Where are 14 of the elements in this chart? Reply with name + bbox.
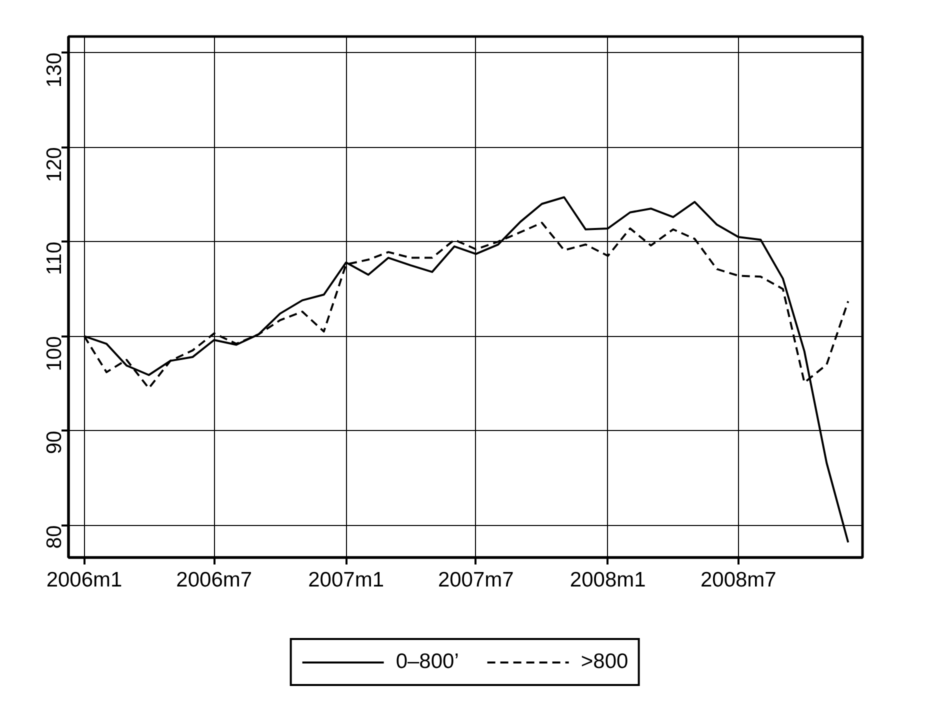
y-tick-label: 130	[43, 52, 66, 88]
y-tick-label: 110	[43, 242, 66, 276]
legend-label: 0–800’	[396, 650, 459, 674]
x-tick-label: 2008m7	[700, 568, 776, 592]
y-tick-label: 80	[43, 525, 66, 549]
x-tick-label: 2007m1	[308, 568, 384, 592]
x-tick-label: 2008m1	[570, 568, 646, 592]
x-tick-label: 2006m7	[176, 568, 252, 592]
x-tick-label: 2006m1	[46, 568, 122, 592]
legend-label: >800	[580, 650, 628, 674]
x-tick-label: 2007m7	[438, 568, 514, 592]
y-tick-label: 90	[43, 430, 66, 454]
y-tick-label: 100	[43, 336, 66, 372]
y-tick-label: 120	[43, 147, 66, 182]
